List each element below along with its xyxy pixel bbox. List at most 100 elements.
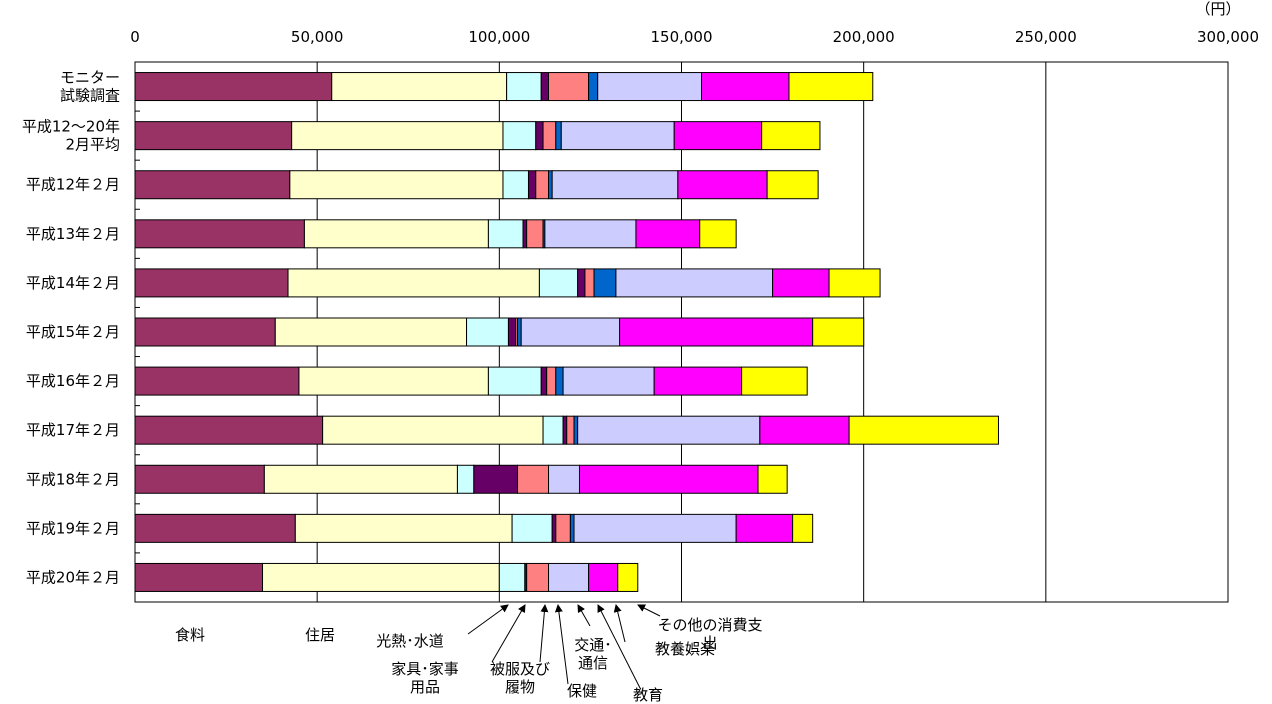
category-label: 平成12年２月 — [26, 176, 120, 194]
bar-segment — [526, 219, 544, 249]
bar-segment — [555, 121, 562, 151]
bar-segment — [331, 72, 508, 102]
bar-segment — [134, 513, 296, 543]
bar-segment — [134, 464, 265, 494]
bar-segment — [289, 170, 504, 200]
series-annotation-label: 交通･ — [574, 636, 612, 654]
x-tick-label: 250,000 — [1015, 28, 1077, 46]
bar-segment — [566, 415, 575, 445]
series-annotation-label: 教養娯楽 — [655, 640, 715, 658]
bar-segment — [535, 170, 550, 200]
bar-segment — [593, 268, 617, 298]
bar-segment — [263, 464, 458, 494]
x-tick-label: 50,000 — [291, 28, 344, 46]
bar-segment — [741, 366, 808, 396]
series-annotation-label: 光熱･水道 — [376, 632, 444, 650]
bar-segment — [573, 415, 579, 445]
bar-segment — [562, 366, 655, 396]
bar-segment — [517, 317, 522, 347]
category-label: 平成13年２月 — [26, 225, 120, 243]
bar-segment — [134, 366, 300, 396]
bar-segment — [828, 268, 881, 298]
bar-segment — [766, 170, 819, 200]
bar-segment — [134, 72, 333, 102]
annotation-arrow — [539, 604, 549, 663]
annotation-arrow — [637, 604, 661, 617]
category-label: モニター — [60, 69, 120, 87]
bar-segment — [812, 317, 865, 347]
series-annotation-label: 食料 — [175, 626, 205, 644]
bar-segment — [699, 219, 737, 249]
bar-segment — [507, 317, 517, 347]
bar-segment — [517, 464, 550, 494]
bar-segment — [287, 268, 540, 298]
bar-segment — [555, 513, 571, 543]
bar-segment — [584, 268, 595, 298]
bar-segment — [788, 72, 874, 102]
series-annotation-label: 用品 — [410, 678, 440, 696]
bar-segment — [540, 366, 548, 396]
bar-segment — [551, 170, 679, 200]
bar-segment — [548, 464, 580, 494]
bar-segment — [262, 562, 500, 592]
bar-segment — [274, 317, 468, 347]
category-label: 平成19年２月 — [26, 519, 120, 537]
annotation-arrow — [467, 604, 509, 635]
bar-segment — [757, 464, 788, 494]
annotation-arrow — [577, 604, 591, 627]
bar-segment — [578, 464, 759, 494]
category-label: 平成15年２月 — [26, 323, 120, 341]
bar-segment — [848, 415, 999, 445]
bar-segment — [322, 415, 544, 445]
bar-segment — [540, 72, 550, 102]
category-label: 平成16年２月 — [26, 372, 120, 390]
bar-segment — [291, 121, 504, 151]
category-label: 2月平均 — [65, 136, 120, 154]
bar-segment — [544, 219, 637, 249]
x-tick-label: 300,000 — [1197, 28, 1259, 46]
bar-segment — [569, 513, 575, 543]
bar-segment — [134, 219, 305, 249]
bar-segment — [456, 464, 475, 494]
bar-segment — [527, 170, 537, 200]
series-annotation-label: 家具･家事 — [391, 660, 459, 678]
bar-segment — [520, 317, 621, 347]
bar-segment — [506, 72, 542, 102]
bar-segment — [502, 170, 529, 200]
x-tick-label: 200,000 — [833, 28, 895, 46]
bar-segment — [502, 121, 537, 151]
bar-segment — [597, 72, 703, 102]
bar-segment — [772, 268, 830, 298]
bar-segment — [562, 415, 568, 445]
category-label: 試験調査 — [60, 87, 120, 105]
bar-segment — [555, 366, 564, 396]
bar-segment — [134, 121, 293, 151]
bar-segment — [635, 219, 701, 249]
bar-segment — [548, 170, 553, 200]
bar-segment — [546, 366, 557, 396]
bar-segment — [619, 317, 814, 347]
bar-segment — [542, 415, 564, 445]
bar-segment — [677, 170, 768, 200]
bar-segment — [487, 366, 542, 396]
bar-segment — [588, 562, 619, 592]
plot-area-frame — [134, 61, 1229, 603]
bar-segment — [303, 219, 489, 249]
bar-segment — [577, 268, 586, 298]
bar-segment — [573, 513, 737, 543]
series-annotation-label: 被服及び — [490, 660, 550, 678]
bar-segment — [498, 562, 526, 592]
annotation-arrow — [613, 604, 626, 643]
bar-segment — [560, 121, 675, 151]
x-tick-label: 0 — [130, 28, 140, 46]
bar-segment — [548, 562, 590, 592]
bar-segment — [134, 268, 289, 298]
category-label: 平成12～20年 — [22, 118, 120, 136]
bar-segment — [487, 219, 524, 249]
unit-label: （円） — [1195, 0, 1240, 18]
series-annotation-label: 通信 — [578, 654, 608, 672]
bar-segment — [735, 513, 794, 543]
series-annotation-label: 教育 — [633, 686, 663, 704]
